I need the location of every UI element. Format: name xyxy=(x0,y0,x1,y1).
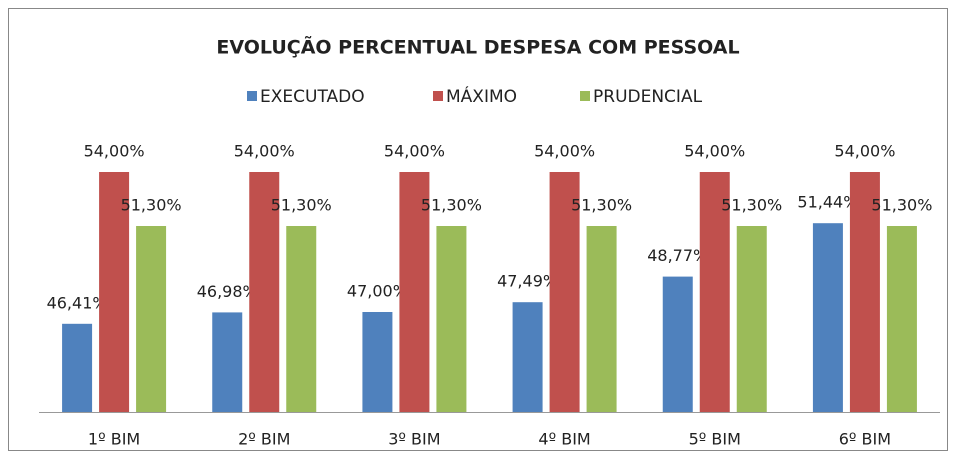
bar xyxy=(886,226,917,412)
bar xyxy=(136,226,167,412)
value-label: 51,44% xyxy=(797,193,858,212)
value-label: 51,30% xyxy=(871,196,932,215)
bar xyxy=(662,276,693,412)
value-label: 47,49% xyxy=(497,272,558,291)
value-label: 51,30% xyxy=(721,196,782,215)
bar xyxy=(362,312,393,412)
x-tick-label: 3º BIM xyxy=(388,430,440,449)
x-tick-label: 6º BIM xyxy=(839,430,891,449)
bar xyxy=(512,302,543,412)
value-label: 54,00% xyxy=(684,142,745,161)
value-label: 46,41% xyxy=(47,293,108,312)
value-label: 51,30% xyxy=(271,196,332,215)
x-tick-label: 2º BIM xyxy=(238,430,290,449)
bar xyxy=(286,226,317,412)
bar xyxy=(812,223,843,412)
value-label: 54,00% xyxy=(834,142,895,161)
bar xyxy=(249,172,280,412)
value-label: 47,00% xyxy=(347,282,408,301)
bar xyxy=(399,172,430,412)
x-tick-label: 4º BIM xyxy=(538,430,590,449)
bar xyxy=(99,172,130,412)
value-label: 54,00% xyxy=(84,142,145,161)
bar xyxy=(549,172,580,412)
value-label: 51,30% xyxy=(121,196,182,215)
x-tick-label: 1º BIM xyxy=(88,430,140,449)
bar xyxy=(212,312,243,412)
value-label: 54,00% xyxy=(384,142,445,161)
value-label: 54,00% xyxy=(234,142,295,161)
legend-label: MÁXIMO xyxy=(446,85,517,107)
chart-title: EVOLUÇÃO PERCENTUAL DESPESA COM PESSOAL xyxy=(216,35,739,59)
legend-label: PRUDENCIAL xyxy=(593,87,703,107)
bar xyxy=(62,323,93,412)
bar xyxy=(736,226,767,412)
legend-swatch xyxy=(247,91,257,101)
bar xyxy=(849,172,880,412)
value-label: 51,30% xyxy=(421,196,482,215)
value-label: 51,30% xyxy=(571,196,632,215)
legend-swatch xyxy=(433,91,443,101)
value-label: 46,98% xyxy=(197,282,258,301)
bar xyxy=(699,172,730,412)
bar xyxy=(586,226,617,412)
legend-label: EXECUTADO xyxy=(260,87,365,107)
bar xyxy=(436,226,467,412)
value-label: 54,00% xyxy=(534,142,595,161)
legend-swatch xyxy=(580,91,590,101)
value-label: 48,77% xyxy=(647,246,708,265)
x-tick-label: 5º BIM xyxy=(689,430,741,449)
